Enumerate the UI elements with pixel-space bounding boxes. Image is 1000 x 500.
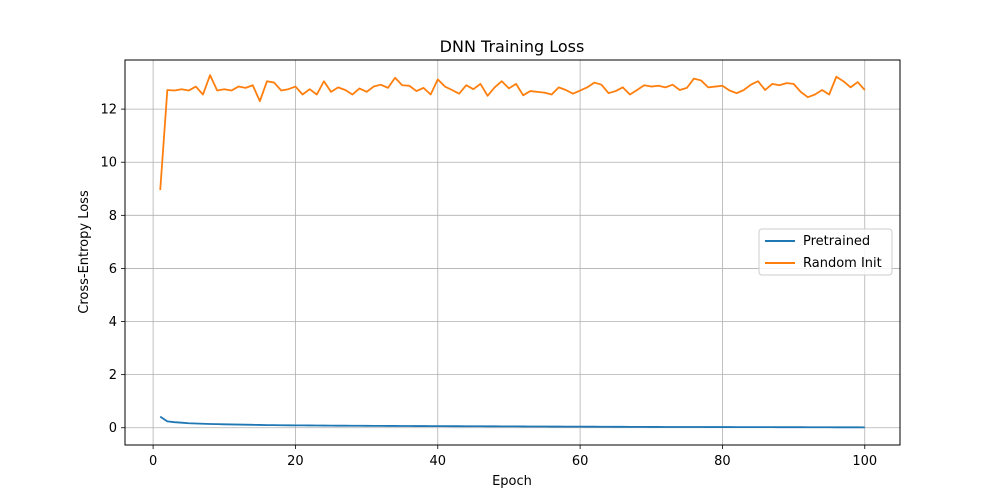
series-layer [159, 74, 866, 429]
y-axis-label: Cross-Entropy Loss [77, 190, 92, 314]
x-tick-label: 60 [572, 454, 589, 469]
y-tick-label: 2 [109, 368, 117, 383]
y-tick-label: 8 [109, 209, 117, 224]
x-tick-label: 80 [714, 454, 731, 469]
series-line-random-init [159, 74, 866, 191]
legend-label-random-init: Random Init [803, 256, 882, 271]
x-tick-label: 20 [287, 454, 304, 469]
y-tick-label: 6 [109, 262, 117, 277]
y-tick-label: 12 [100, 103, 117, 118]
chart-title: DNN Training Loss [440, 37, 585, 56]
legend: Pretrained Random Init [758, 228, 893, 276]
y-tick-label: 10 [100, 156, 117, 171]
series-line-pretrained [159, 415, 865, 429]
x-axis-ticks: 0 20 40 60 80 100 [149, 445, 877, 469]
x-tick-label: 0 [149, 454, 157, 469]
y-tick-label: 0 [109, 421, 117, 436]
x-tick-label: 100 [852, 454, 877, 469]
plot-frame [124, 59, 901, 446]
x-axis-label: Epoch [492, 474, 532, 489]
y-axis-ticks: 0 2 4 6 8 10 12 [100, 103, 125, 436]
y-tick-label: 4 [109, 315, 117, 330]
legend-label-pretrained: Pretrained [803, 234, 870, 249]
x-tick-label: 40 [430, 454, 447, 469]
